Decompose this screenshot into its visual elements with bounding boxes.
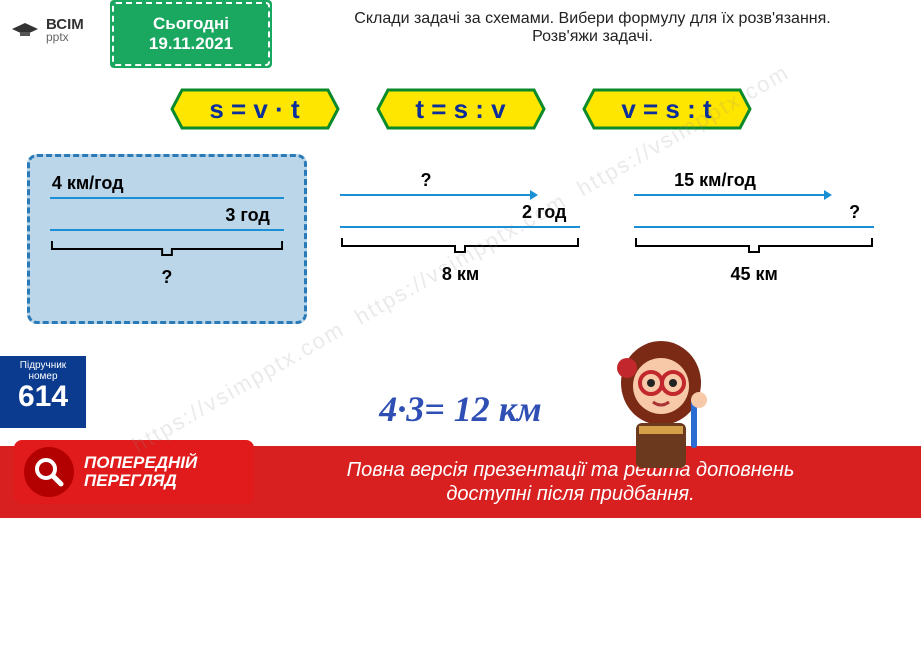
scheme1-unknown: ? xyxy=(30,267,304,288)
instruction-line2: Розв'яжи задачі. xyxy=(294,28,891,46)
scheme3-distance: 45 км xyxy=(614,264,894,285)
today-badge: Сьогодні 19.11.2021 xyxy=(112,2,270,66)
formula-text: v = s : t xyxy=(621,94,711,125)
textbook-number: 614 xyxy=(0,382,86,412)
scheme1-speed: 4 км/год xyxy=(52,173,124,194)
scheme2-speed: ? xyxy=(420,170,431,191)
formula-svt[interactable]: s = v · t xyxy=(170,86,340,132)
logo-text: ВСІМ pptx xyxy=(46,18,84,44)
logo-line2: pptx xyxy=(46,32,84,43)
formulas-row: s = v · t t = s : v v = s : t xyxy=(0,86,921,132)
preview-line2: ПЕРЕГЛЯД xyxy=(84,472,197,490)
scheme-3[interactable]: 15 км/год ? 45 км xyxy=(614,154,894,324)
scheme2-distance: 8 км xyxy=(320,264,600,285)
student-girl-illustration xyxy=(591,328,731,478)
scheme3-time: ? xyxy=(849,202,860,223)
graduation-cap-icon xyxy=(10,21,40,41)
scheme-2[interactable]: ? 2 год 8 км xyxy=(320,154,600,324)
scheme1-time: 3 год xyxy=(225,205,269,226)
formula-tsv[interactable]: t = s : v xyxy=(376,86,546,132)
preview-line1: ПОПЕРЕДНІЙ xyxy=(84,454,197,472)
instruction-line1: Склади задачі за схемами. Вибери формулу… xyxy=(294,10,891,28)
formula-text: t = s : v xyxy=(415,94,505,125)
purchase-line2: доступні після придбання. xyxy=(347,482,795,506)
textbook-label1: Підручник xyxy=(0,360,86,371)
textbook-number-badge: Підручник номер 614 xyxy=(0,356,86,428)
formula-vst[interactable]: v = s : t xyxy=(582,86,752,132)
header-row: ВСІМ pptx Сьогодні 19.11.2021 Склади зад… xyxy=(0,0,921,78)
today-date: 19.11.2021 xyxy=(149,34,233,54)
scheme-1[interactable]: 4 км/год 3 год ? xyxy=(27,154,307,324)
magnifier-icon xyxy=(24,447,74,497)
schemes-row: 4 км/год 3 год ? ? 2 год 8 км 15 км/год … xyxy=(0,132,921,324)
logo: ВСІМ pptx xyxy=(0,0,112,44)
instruction-text: Склади задачі за схемами. Вибери формулу… xyxy=(270,0,921,46)
scheme2-time: 2 год xyxy=(522,202,566,223)
preview-text: ПОПЕРЕДНІЙ ПЕРЕГЛЯД xyxy=(84,454,197,490)
preview-badge[interactable]: ПОПЕРЕДНІЙ ПЕРЕГЛЯД xyxy=(14,440,254,504)
today-label: Сьогодні xyxy=(153,14,229,34)
scheme3-speed: 15 км/год xyxy=(674,170,756,191)
formula-text: s = v · t xyxy=(209,94,299,125)
solution-equation: 4·3= 12 км xyxy=(0,388,921,430)
